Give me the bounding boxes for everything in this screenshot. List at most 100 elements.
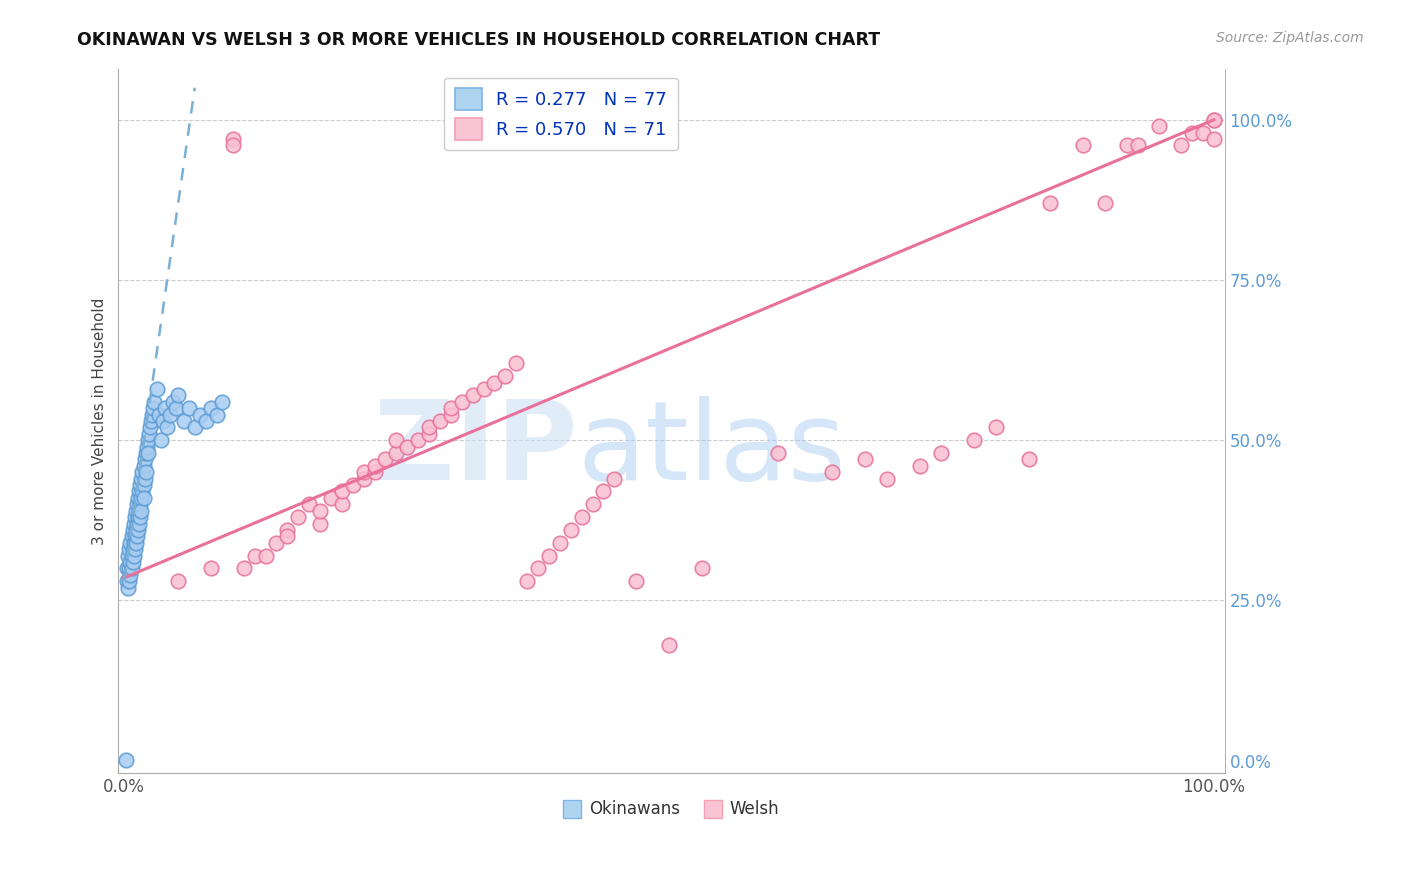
Point: [188, 408, 211, 422]
Point: [560, 523, 582, 537]
Point: [125, 504, 148, 518]
Point: [134, 472, 156, 486]
Point: [139, 420, 162, 434]
Point: [450, 394, 472, 409]
Point: [125, 516, 148, 531]
Point: [406, 433, 429, 447]
Point: [363, 458, 385, 473]
Point: [124, 542, 146, 557]
Point: [1115, 138, 1137, 153]
Point: [121, 542, 143, 557]
Point: [128, 484, 150, 499]
Point: [342, 478, 364, 492]
Point: [484, 376, 506, 390]
Point: [963, 433, 986, 447]
Point: [148, 408, 170, 422]
Point: [298, 497, 321, 511]
Point: [984, 420, 1007, 434]
Point: [232, 561, 254, 575]
Point: [155, 401, 177, 416]
Point: [167, 574, 190, 589]
Point: [152, 414, 174, 428]
Text: Source: ZipAtlas.com: Source: ZipAtlas.com: [1216, 31, 1364, 45]
Point: [374, 452, 396, 467]
Point: [1094, 196, 1116, 211]
Point: [115, 561, 138, 575]
Point: [461, 388, 484, 402]
Point: [516, 574, 538, 589]
Point: [173, 414, 195, 428]
Point: [603, 472, 626, 486]
Point: [766, 446, 789, 460]
Point: [624, 574, 647, 589]
Point: [121, 561, 143, 575]
Point: [243, 549, 266, 563]
Point: [143, 394, 166, 409]
Point: [494, 369, 516, 384]
Point: [115, 574, 138, 589]
Point: [1126, 138, 1149, 153]
Point: [205, 408, 228, 422]
Point: [908, 458, 931, 473]
Point: [1181, 126, 1204, 140]
Point: [125, 497, 148, 511]
Point: [527, 561, 550, 575]
Point: [353, 465, 375, 479]
Point: [537, 549, 560, 563]
Point: [118, 542, 141, 557]
Point: [167, 388, 190, 402]
Point: [135, 465, 157, 479]
Point: [440, 408, 463, 422]
Point: [162, 394, 184, 409]
Point: [931, 446, 953, 460]
Point: [396, 440, 419, 454]
Point: [211, 394, 233, 409]
Point: [1071, 138, 1094, 153]
Point: [363, 465, 385, 479]
Point: [132, 478, 155, 492]
Point: [129, 497, 152, 511]
Point: [222, 138, 245, 153]
Point: [129, 478, 152, 492]
Point: [131, 484, 153, 499]
Point: [353, 472, 375, 486]
Point: [136, 446, 159, 460]
Point: [194, 414, 217, 428]
Point: [1202, 112, 1225, 127]
Point: [1039, 196, 1062, 211]
Point: [135, 440, 157, 454]
Point: [418, 420, 440, 434]
Point: [184, 420, 207, 434]
Point: [276, 529, 298, 543]
Point: [156, 420, 179, 434]
Point: [131, 472, 153, 486]
Point: [142, 401, 165, 416]
Point: [287, 510, 309, 524]
Point: [139, 414, 162, 428]
Point: [125, 529, 148, 543]
Point: [127, 510, 149, 524]
Point: [145, 382, 167, 396]
Point: [571, 510, 593, 524]
Point: [124, 510, 146, 524]
Point: [592, 484, 614, 499]
Point: [149, 433, 172, 447]
Point: [128, 516, 150, 531]
Point: [200, 561, 222, 575]
Point: [266, 535, 288, 549]
Point: [276, 523, 298, 537]
Point: [121, 523, 143, 537]
Point: [222, 132, 245, 146]
Text: OKINAWAN VS WELSH 3 OR MORE VEHICLES IN HOUSEHOLD CORRELATION CHART: OKINAWAN VS WELSH 3 OR MORE VEHICLES IN …: [77, 31, 880, 49]
Point: [135, 446, 157, 460]
Point: [120, 567, 142, 582]
Point: [120, 555, 142, 569]
Point: [121, 555, 143, 569]
Point: [125, 535, 148, 549]
Point: [118, 574, 141, 589]
Text: atlas: atlas: [578, 396, 846, 503]
Point: [138, 426, 160, 441]
Point: [1202, 112, 1225, 127]
Point: [1170, 138, 1192, 153]
Point: [131, 465, 153, 479]
